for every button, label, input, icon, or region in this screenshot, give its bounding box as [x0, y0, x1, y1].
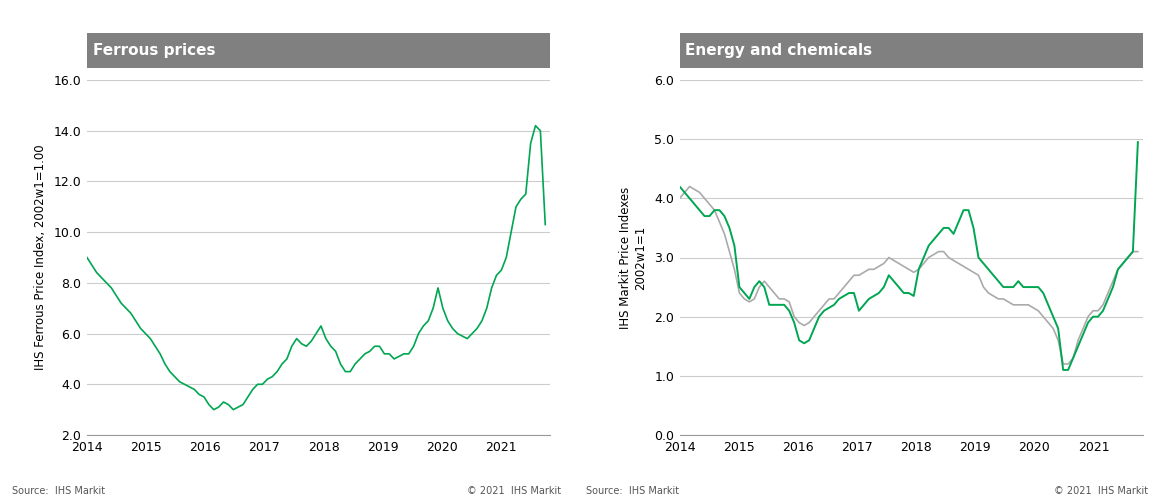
Energy: [1057, 367, 1071, 373]
Y-axis label: IHS Markit Price Indexes
2002w1=1: IHS Markit Price Indexes 2002w1=1: [619, 186, 647, 328]
Text: Source:  IHS Markit: Source: IHS Markit: [586, 486, 679, 496]
Chemicals: [907, 270, 921, 276]
Energy: [992, 278, 1006, 284]
Energy: [673, 184, 687, 190]
Text: © 2021  IHS Markit: © 2021 IHS Markit: [467, 486, 561, 496]
Chemicals: [682, 184, 696, 190]
Energy: [901, 290, 915, 296]
Energy: [767, 302, 781, 308]
Line: Chemicals: Chemicals: [680, 186, 1138, 364]
Energy: [732, 284, 746, 290]
Y-axis label: IHS Ferrous Price Index, 2002w1=1.00: IHS Ferrous Price Index, 2002w1=1.00: [34, 144, 46, 370]
Text: © 2021  IHS Markit: © 2021 IHS Markit: [1054, 486, 1148, 496]
Text: Source:  IHS Markit: Source: IHS Markit: [12, 486, 104, 496]
Chemicals: [996, 296, 1010, 302]
Energy: [1131, 139, 1145, 145]
Chemicals: [673, 196, 687, 202]
Chemicals: [1042, 320, 1056, 326]
Text: Energy and chemicals: Energy and chemicals: [686, 42, 872, 58]
Chemicals: [753, 284, 767, 290]
Chemicals: [1131, 248, 1145, 254]
Text: Ferrous prices: Ferrous prices: [93, 42, 215, 58]
Chemicals: [773, 296, 786, 302]
Chemicals: [738, 296, 752, 302]
Energy: [747, 284, 761, 290]
Chemicals: [1057, 361, 1071, 367]
Line: Energy: Energy: [680, 142, 1138, 370]
Energy: [1036, 290, 1050, 296]
